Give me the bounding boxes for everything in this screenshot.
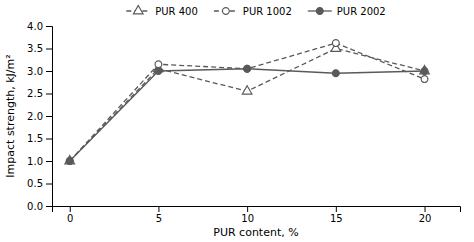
y-axis-line [46, 27, 53, 207]
series-marker [421, 68, 428, 75]
x-axis: 0 5 10 15 20 [53, 206, 461, 224]
y-axis: 0.0 0.5 1.0 1.5 2.0 2.5 3.0 3.5 4.0 [27, 21, 52, 212]
y-tick: 0.0 [27, 201, 52, 212]
legend-marker [316, 8, 323, 15]
y-tick-mark [46, 94, 52, 95]
y-tick-mark [46, 184, 52, 185]
y-tick-label: 3.0 [27, 66, 43, 77]
series-marker [244, 65, 251, 72]
y-tick-label: 3.5 [27, 43, 43, 54]
legend-item: PUR 2002 [308, 6, 386, 17]
y-tick-mark [46, 161, 52, 162]
x-tick-mark [336, 206, 337, 212]
legend-item: PUR 1002 [214, 6, 292, 17]
x-axis-title: PUR content, % [213, 226, 298, 239]
y-tick: 4.0 [27, 21, 52, 32]
y-tick-label: 4.0 [27, 21, 43, 32]
x-tick-label: 5 [156, 213, 162, 224]
legend-label: PUR 400 [155, 6, 198, 17]
x-tick: 10 [241, 206, 254, 224]
plot-area [65, 40, 429, 165]
y-tick: 3.0 [27, 66, 52, 77]
series-marker [332, 70, 339, 77]
legend: PUR 400 PUR 1002 PUR 2002 [126, 5, 385, 16]
y-tick-label: 0.5 [27, 178, 43, 189]
y-axis-title: Impact strength, kJ/m² [4, 54, 17, 177]
y-tick-label: 2.5 [27, 88, 43, 99]
series-marker [420, 65, 430, 73]
legend-label: PUR 1002 [243, 6, 292, 17]
y-tick: 0.5 [27, 178, 52, 189]
x-tick-mark [158, 206, 159, 212]
x-tick-mark [247, 206, 248, 212]
y-tick-mark [46, 206, 52, 207]
series-marker [66, 158, 73, 165]
legend-marker [222, 8, 229, 15]
y-tick: 2.0 [27, 111, 52, 122]
series-marker [332, 40, 339, 47]
legend-marker [133, 5, 143, 13]
y-tick-mark [46, 71, 52, 72]
series-marker [155, 68, 162, 75]
x-axis-line [53, 207, 461, 213]
x-tick-mark [70, 206, 71, 212]
y-tick: 1.0 [27, 156, 52, 167]
legend-item: PUR 400 [126, 5, 198, 16]
y-tick-label: 2.0 [27, 111, 43, 122]
series-marker [155, 61, 162, 68]
y-tick-mark [46, 139, 52, 140]
series-line [70, 69, 425, 161]
y-tick-label: 1.0 [27, 156, 43, 167]
series-line [70, 43, 425, 161]
x-tick: 15 [330, 206, 343, 224]
series-line [70, 49, 425, 162]
x-tick: 20 [419, 206, 432, 224]
series-marker [242, 86, 252, 94]
y-tick: 1.5 [27, 133, 52, 144]
legend-label: PUR 2002 [337, 6, 386, 17]
y-tick-mark [46, 49, 52, 50]
x-tick: 0 [67, 206, 73, 224]
x-tick: 5 [156, 206, 162, 224]
y-tick-label: 0.0 [27, 201, 43, 212]
x-tick-label: 0 [67, 213, 73, 224]
series-marker [66, 158, 73, 165]
x-tick-label: 15 [330, 213, 343, 224]
series-marker [421, 76, 428, 83]
y-tick: 2.5 [27, 88, 52, 99]
plot-root: 0 5 10 15 20 0.0 0.5 1.0 1.5 2.0 2.5 3.0 3.5 4.0 PUR c… [4, 21, 461, 239]
series-marker [244, 65, 251, 72]
y-tick-label: 1.5 [27, 133, 43, 144]
y-tick-mark [46, 116, 52, 117]
x-tick-mark [425, 206, 426, 212]
y-tick: 3.5 [27, 43, 52, 54]
x-tick-label: 20 [419, 213, 432, 224]
x-tick-label: 10 [241, 213, 254, 224]
y-tick-mark [46, 26, 52, 27]
